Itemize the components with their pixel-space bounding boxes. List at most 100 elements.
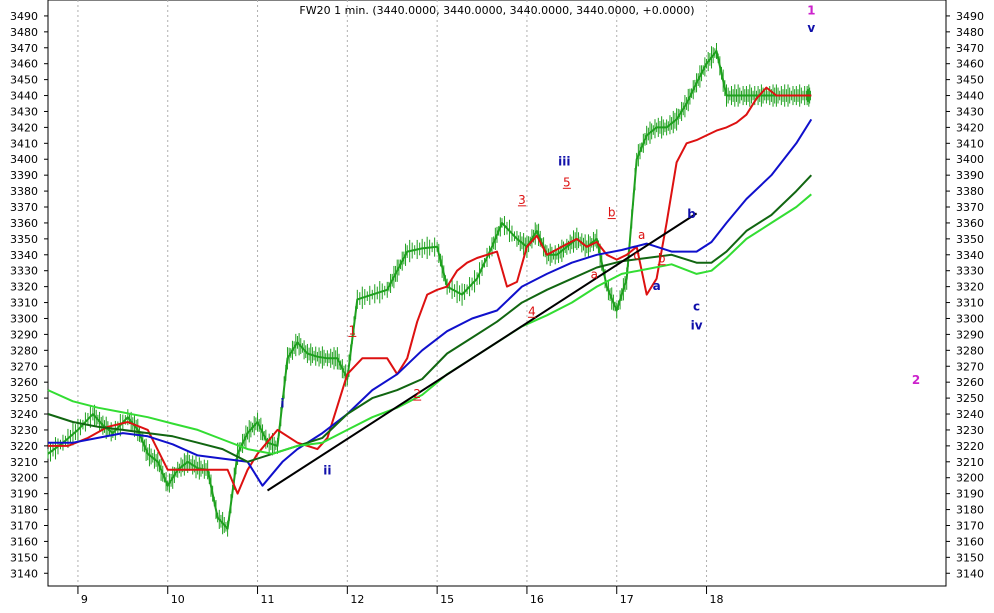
y-axis-left: 3490 3480 3470 3460 3450 3440 3430 3420 3410 3400… [10, 10, 48, 580]
y-tick-label: 3170 [10, 519, 38, 532]
y-tick-label: 3180 [10, 504, 38, 517]
series-1-line [48, 86, 812, 495]
wave-label: 4 [528, 304, 536, 318]
y-tick-label: 3430 [956, 105, 984, 118]
y-tick-label: 3400 [956, 153, 984, 166]
x-tick-label: 17 [620, 593, 634, 606]
y-tick-label: 3200 [956, 472, 984, 485]
wave-label: c [693, 300, 700, 314]
wave-label: a [638, 228, 645, 242]
y-tick-label: 3490 [10, 10, 38, 23]
y-tick-label: 3310 [956, 297, 984, 310]
y-tick-label: 3440 [10, 90, 38, 103]
y-tick-label: 3360 [956, 217, 984, 230]
chart-title: FW20 1 min. (3440.0000, 3440.0000, 3440.… [299, 4, 694, 17]
y-tick-label: 3390 [956, 169, 984, 182]
series-5-line [266, 212, 698, 492]
y-tick-label: 3260 [956, 376, 984, 389]
y-axis-right: 3490 3480 3470 3460 3450 3440 3430 3420 3410 3400… [946, 10, 984, 580]
y-tick-label: 3490 [956, 10, 984, 23]
y-tick-label: 3200 [10, 472, 38, 485]
y-tick-label: 3480 [10, 26, 38, 39]
x-tick-label: 10 [171, 593, 185, 606]
x-tick-label: 11 [261, 593, 275, 606]
x-tick-label: 16 [530, 593, 544, 606]
wave-label: 5 [563, 175, 571, 189]
y-tick-label: 3260 [10, 376, 38, 389]
y-tick-label: 3140 [10, 567, 38, 580]
y-tick-label: 3360 [10, 217, 38, 230]
y-tick-label: 3380 [956, 185, 984, 198]
wave-label: 3 [518, 193, 526, 207]
y-tick-label: 3460 [956, 58, 984, 71]
y-tick-label: 3150 [10, 551, 38, 564]
y-tick-label: 3280 [956, 344, 984, 357]
y-tick-label: 3300 [956, 312, 984, 325]
y-tick-label: 3240 [956, 408, 984, 421]
y-tick-label: 3470 [956, 42, 984, 55]
wave-label: v [807, 21, 815, 35]
y-tick-label: 3250 [10, 392, 38, 405]
x-tick-label: 18 [710, 593, 724, 606]
y-tick-label: 3440 [956, 90, 984, 103]
y-tick-label: 3430 [10, 105, 38, 118]
y-tick-label: 3400 [10, 153, 38, 166]
y-tick-label: 3450 [10, 74, 38, 87]
y-tick-label: 3190 [10, 488, 38, 501]
y-tick-label: 3210 [10, 456, 38, 469]
y-tick-label: 3140 [956, 567, 984, 580]
y-tick-label: 3180 [956, 504, 984, 517]
series-2-line [48, 118, 813, 487]
x-tick-label: 12 [350, 593, 364, 606]
y-tick-label: 3230 [956, 424, 984, 437]
wave-label: iii [558, 155, 570, 169]
y-tick-label: 3340 [10, 249, 38, 262]
y-tick-label: 3370 [956, 201, 984, 214]
y-tick-label: 3420 [10, 121, 38, 134]
wave-label: b [608, 206, 616, 220]
y-tick-label: 3250 [956, 392, 984, 405]
y-tick-label: 3390 [10, 169, 38, 182]
y-tick-label: 3480 [956, 26, 984, 39]
wave-label: iv [691, 319, 703, 333]
y-tick-label: 3270 [10, 360, 38, 373]
y-tick-label: 3330 [10, 265, 38, 278]
y-tick-label: 3370 [10, 201, 38, 214]
y-tick-label: 3270 [956, 360, 984, 373]
y-tick-label: 3190 [956, 488, 984, 501]
y-tick-label: 3460 [10, 58, 38, 71]
y-tick-label: 3220 [956, 440, 984, 453]
y-tick-label: 3160 [956, 535, 984, 548]
y-tick-label: 3290 [10, 328, 38, 341]
wave-label: b [687, 207, 696, 221]
y-tick-label: 3150 [956, 551, 984, 564]
y-tick-label: 3470 [10, 42, 38, 55]
wave-label: c [633, 249, 640, 263]
wave-label: 1 [807, 3, 815, 17]
wave-label: b [658, 252, 666, 266]
y-tick-label: 3240 [10, 408, 38, 421]
y-tick-label: 3320 [956, 281, 984, 294]
wave-label: a [653, 279, 661, 293]
y-tick-label: 3320 [10, 281, 38, 294]
wave-label: a [591, 268, 598, 282]
y-tick-label: 3230 [10, 424, 38, 437]
y-tick-label: 3280 [10, 344, 38, 357]
wave-label: ii [323, 464, 331, 478]
y-tick-label: 3350 [10, 233, 38, 246]
y-tick-label: 3330 [956, 265, 984, 278]
wave-label: 2 [413, 387, 421, 401]
y-tick-label: 3450 [956, 74, 984, 87]
y-tick-label: 3290 [956, 328, 984, 341]
y-tick-label: 3380 [10, 185, 38, 198]
y-tick-label: 3210 [956, 456, 984, 469]
y-tick-label: 3350 [956, 233, 984, 246]
y-tick-label: 3420 [956, 121, 984, 134]
x-axis: 9 10 11 12 15 16 17 18 [77, 586, 724, 606]
wave-label: i [280, 397, 284, 411]
y-tick-label: 3300 [10, 312, 38, 325]
y-tick-label: 3160 [10, 535, 38, 548]
plot-background [47, 0, 947, 587]
